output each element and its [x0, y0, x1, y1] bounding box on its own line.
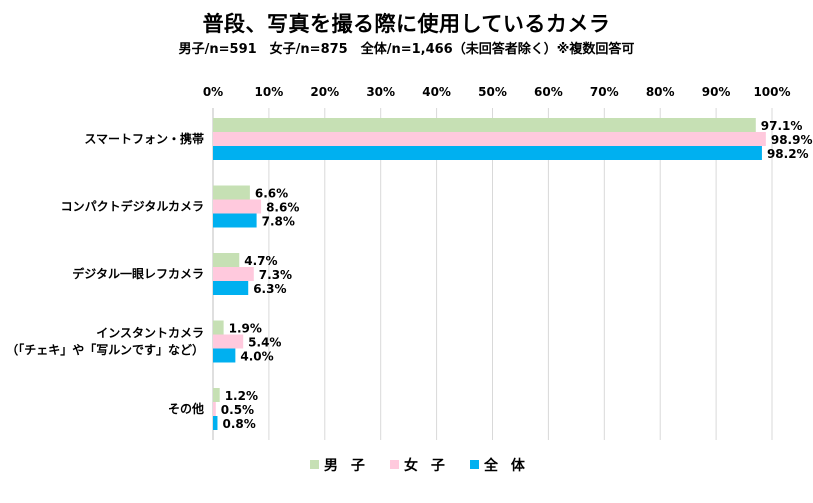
bar-male: [213, 253, 240, 267]
bar-all: [213, 213, 257, 228]
bar-all: [213, 281, 249, 295]
category-label: その他: [168, 401, 204, 416]
x-tick-label: 40%: [422, 85, 451, 99]
category-label: （「チェキ」や「写ルンです」など）: [6, 342, 204, 357]
x-tick-label: 0%: [203, 85, 223, 99]
data-label: 0.8%: [222, 417, 255, 431]
data-label: 7.3%: [259, 268, 292, 282]
bar-female: [213, 334, 244, 349]
data-label: 98.9%: [771, 133, 813, 147]
legend-swatch-male: [310, 460, 319, 469]
data-label: 8.6%: [266, 201, 299, 215]
bar-female: [213, 132, 766, 146]
data-label: 4.0%: [240, 350, 273, 364]
chart-title: 普段、写真を撮る際に使用しているカメラ: [202, 12, 611, 36]
bar-all: [213, 416, 218, 430]
x-tick-label: 100%: [753, 85, 790, 99]
bar-all: [213, 348, 236, 363]
data-label: 6.3%: [253, 282, 286, 296]
bar-male: [213, 118, 756, 132]
data-label: 98.2%: [767, 147, 809, 161]
category-label: スマートフォン・携帯: [84, 131, 204, 146]
x-tick-label: 30%: [366, 85, 395, 99]
data-label: 4.7%: [244, 254, 277, 268]
legend-swatch-female: [390, 460, 399, 469]
category-label: インスタントカメラ: [96, 326, 204, 340]
bar-female: [213, 267, 254, 281]
data-label: 97.1%: [761, 119, 803, 133]
data-label: 5.4%: [248, 336, 281, 350]
category-label: デジタル一眼レフカメラ: [72, 266, 204, 281]
bar-all: [213, 146, 762, 160]
x-tick-label: 70%: [590, 85, 619, 99]
category-label: コンパクトデジタルカメラ: [61, 199, 204, 214]
legend-swatch-all: [470, 460, 479, 469]
legend-label: 男 子: [324, 458, 369, 474]
bar-male: [213, 388, 220, 402]
x-tick-label: 20%: [310, 85, 339, 99]
data-label: 1.9%: [229, 322, 262, 336]
x-tick-label: 50%: [478, 85, 507, 99]
legend-label: 女 子: [404, 457, 449, 474]
bar-male: [213, 185, 250, 200]
x-tick-label: 90%: [702, 85, 731, 99]
bar-male: [213, 320, 224, 335]
bar-female: [213, 199, 262, 214]
chart-subtitle: 男子/n=591 女子/n=875 全体/n=1,466（未回答者除く）※複数回…: [178, 42, 635, 57]
data-label: 0.5%: [221, 403, 254, 417]
legend-label: 全 体: [483, 457, 529, 474]
x-tick-label: 10%: [255, 85, 284, 99]
data-label: 7.8%: [262, 215, 295, 229]
bar-female: [213, 402, 216, 416]
data-label: 1.2%: [225, 389, 258, 403]
x-tick-label: 60%: [534, 85, 563, 99]
x-tick-label: 80%: [646, 85, 675, 99]
data-label: 6.6%: [255, 187, 288, 201]
